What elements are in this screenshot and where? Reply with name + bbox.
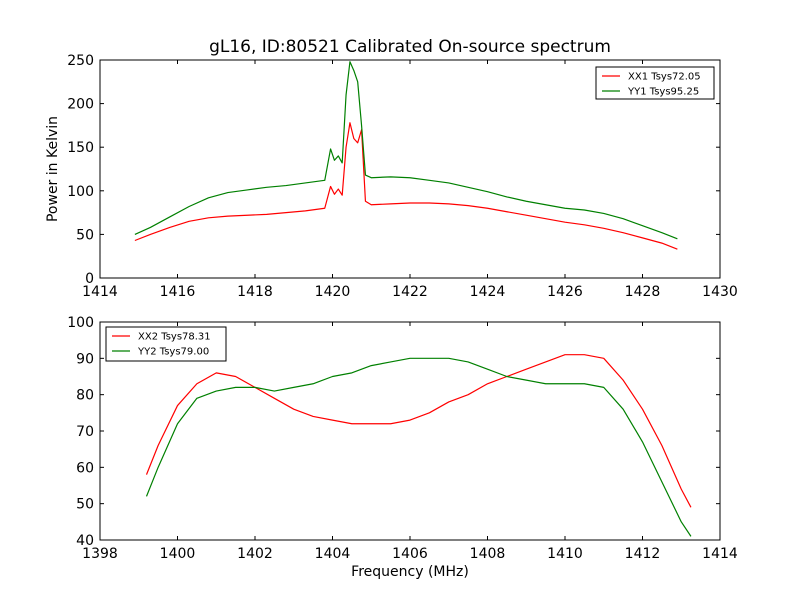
legend-label: XX2 Tsys78.31 <box>138 332 211 343</box>
x-tick-label: 1430 <box>702 284 738 300</box>
x-tick-label: 1406 <box>392 546 428 562</box>
legend-box-0 <box>595 66 715 100</box>
y-tick-label: 250 <box>67 53 94 69</box>
legend-box-1 <box>105 326 227 362</box>
x-tick-label: 1414 <box>702 546 738 562</box>
legend-label: YY1 Tsys95.25 <box>627 87 699 98</box>
y-tick-label: 90 <box>76 351 94 367</box>
y-tick-label: 40 <box>76 533 94 549</box>
x-tick-label: 1412 <box>625 546 661 562</box>
bottom-panel: 1398 1400 1402 1404 1406 1408 1410 1412 1414 40 50… <box>67 315 738 562</box>
y-tick-label: 60 <box>76 460 94 476</box>
x-tick-label: 1422 <box>392 284 428 300</box>
x-tick-label: 1402 <box>237 546 273 562</box>
series-line-1-1 <box>145 357 692 537</box>
bottom-x-axis-label: Frequency (MHz) <box>351 564 469 580</box>
y-tick-label: 100 <box>67 315 94 331</box>
y-tick-label: 50 <box>76 227 94 243</box>
x-tick-label: 1414 <box>82 284 118 300</box>
top-panel: 1414 1416 1418 1420 1422 1424 1426 1428 1430 0 50 1… <box>67 53 738 300</box>
x-tick-label: 1400 <box>160 546 196 562</box>
y-tick-label: 80 <box>76 388 94 404</box>
y-tick-label: 150 <box>67 140 94 156</box>
y-tick-label: 70 <box>76 424 94 440</box>
chart-title: gL16, ID:80521 Calibrated On-source spec… <box>209 37 611 57</box>
x-tick-label: 1398 <box>82 546 118 562</box>
legend-label: YY2 Tsys79.00 <box>137 347 209 358</box>
x-tick-label: 1428 <box>625 284 661 300</box>
y-tick-label: 50 <box>76 497 94 513</box>
x-tick-label: 1416 <box>160 284 196 300</box>
y-tick-label: 0 <box>85 271 94 287</box>
y-tick-label: 200 <box>67 97 94 113</box>
x-tick-label: 1420 <box>315 284 351 300</box>
legend-label: XX1 Tsys72.05 <box>628 72 701 83</box>
x-tick-label: 1418 <box>237 284 273 300</box>
series-line-0-0 <box>134 122 678 250</box>
series-line-1-0 <box>145 354 692 508</box>
x-tick-label: 1426 <box>547 284 583 300</box>
x-tick-label: 1404 <box>315 546 351 562</box>
x-tick-label: 1410 <box>547 546 583 562</box>
y-tick-label: 100 <box>67 184 94 200</box>
top-y-axis-label: Power in Kelvin <box>45 116 61 222</box>
series-line-0-1 <box>134 61 678 240</box>
x-tick-label: 1408 <box>470 546 506 562</box>
x-tick-label: 1424 <box>470 284 506 300</box>
